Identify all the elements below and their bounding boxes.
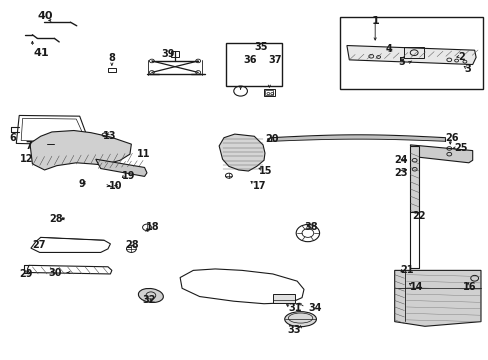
Text: 27: 27 — [32, 240, 46, 250]
Text: 37: 37 — [267, 55, 281, 65]
Text: 33: 33 — [287, 325, 300, 335]
Text: 32: 32 — [142, 295, 155, 305]
Text: 23: 23 — [394, 168, 407, 178]
Polygon shape — [96, 159, 147, 176]
Text: 22: 22 — [412, 211, 426, 221]
Polygon shape — [409, 145, 472, 163]
Text: 7: 7 — [25, 141, 32, 151]
Bar — [108, 68, 116, 72]
Text: 1: 1 — [370, 17, 378, 27]
Text: 20: 20 — [264, 134, 278, 144]
Ellipse shape — [284, 312, 316, 327]
Polygon shape — [30, 131, 131, 170]
Text: 2: 2 — [457, 52, 464, 62]
Text: 5: 5 — [397, 57, 404, 67]
Text: 17: 17 — [253, 181, 266, 192]
Text: 29: 29 — [19, 269, 33, 279]
Text: 34: 34 — [307, 303, 321, 314]
Text: 26: 26 — [445, 133, 458, 143]
Text: 24: 24 — [394, 155, 407, 165]
Text: 11: 11 — [137, 149, 150, 159]
Bar — [339, 17, 483, 89]
Text: 40: 40 — [37, 11, 53, 21]
Text: 19: 19 — [122, 171, 135, 181]
Bar — [404, 47, 423, 58]
Ellipse shape — [138, 288, 163, 302]
Text: 41: 41 — [34, 48, 49, 58]
Text: 16: 16 — [462, 282, 475, 292]
Text: 30: 30 — [48, 268, 62, 278]
Text: 21: 21 — [400, 265, 413, 275]
Polygon shape — [409, 145, 418, 212]
Text: 28: 28 — [125, 240, 139, 250]
Bar — [272, 294, 294, 303]
Text: 10: 10 — [109, 181, 122, 192]
Bar — [264, 89, 274, 96]
Bar — [225, 43, 282, 86]
Text: 31: 31 — [288, 303, 301, 314]
Text: 6: 6 — [9, 133, 16, 143]
Text: 3: 3 — [463, 64, 470, 74]
Text: 14: 14 — [409, 282, 423, 292]
Text: 13: 13 — [103, 131, 116, 141]
Bar — [265, 90, 273, 95]
Text: 12: 12 — [20, 154, 34, 164]
Text: 25: 25 — [453, 143, 467, 153]
Text: 35: 35 — [254, 42, 267, 52]
Text: 18: 18 — [146, 222, 159, 231]
Text: 8: 8 — [108, 53, 115, 63]
Text: 4: 4 — [385, 44, 392, 54]
Polygon shape — [394, 270, 480, 326]
Text: 36: 36 — [243, 55, 257, 65]
Polygon shape — [346, 45, 475, 64]
Bar — [171, 51, 179, 57]
Polygon shape — [219, 134, 264, 171]
Text: 15: 15 — [259, 166, 272, 176]
Text: 38: 38 — [304, 222, 317, 232]
Text: 9: 9 — [79, 179, 85, 189]
Text: 39: 39 — [161, 49, 175, 59]
Text: 28: 28 — [49, 215, 63, 224]
